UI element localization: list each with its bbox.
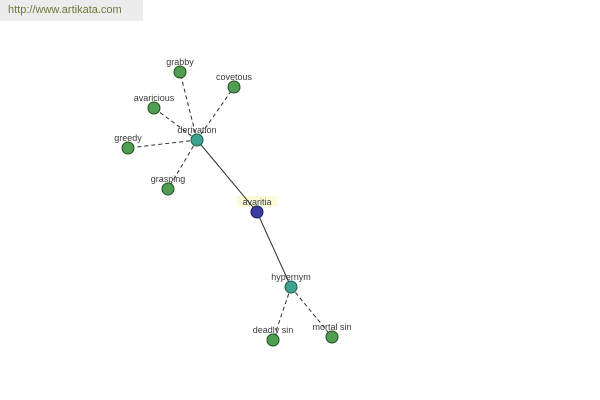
- node-label-greedy: greedy: [114, 133, 142, 143]
- graph-node-avaricious[interactable]: [147, 101, 161, 115]
- graph-edge-avaritia-hypernym: [256, 211, 292, 288]
- graph-edge-derivation-grasping: [167, 139, 198, 190]
- graph-edge-hypernym-deadly-sin: [272, 286, 292, 341]
- graph-node-avaritia[interactable]: [250, 205, 264, 219]
- node-label-hypernym: hypernym: [271, 272, 311, 282]
- node-label-avaricious: avaricious: [134, 93, 175, 103]
- node-label-deadly-sin: deadly sin: [253, 325, 294, 335]
- node-labels-layer: grabby covetous avaricious greedy derivation…: [114, 57, 351, 335]
- graph-edge-derivation-avaritia: [196, 139, 258, 213]
- graph-edge-derivation-avaricious: [153, 107, 198, 141]
- graph-node-covetous[interactable]: [227, 80, 241, 94]
- nodes-layer: [121, 65, 339, 347]
- graph-edge-derivation-covetous: [196, 86, 235, 141]
- node-label-mortal-sin: mortal sin: [312, 322, 351, 332]
- graph-node-derivation[interactable]: [190, 133, 204, 147]
- graph-edge-hypernym-mortal-sin: [290, 286, 333, 338]
- node-label-derivation: derivation: [177, 125, 216, 135]
- node-label-avaritia: avaritia: [242, 197, 271, 207]
- graph-node-hypernym[interactable]: [284, 280, 298, 294]
- graph-node-grasping[interactable]: [161, 182, 175, 196]
- graph-node-grabby[interactable]: [173, 65, 187, 79]
- graph-edge-derivation-grabby: [179, 71, 198, 141]
- edges-layer: [127, 71, 333, 341]
- node-label-covetous: covetous: [216, 72, 253, 82]
- graph-node-mortal-sin[interactable]: [325, 330, 339, 344]
- selected-label-highlight: [237, 196, 277, 207]
- graph-edge-derivation-greedy: [127, 139, 198, 149]
- node-label-grasping: grasping: [151, 174, 186, 184]
- node-label-grabby: grabby: [166, 57, 194, 67]
- graph-node-greedy[interactable]: [121, 141, 135, 155]
- graph-node-deadly-sin[interactable]: [266, 333, 280, 347]
- url-watermark-text: http://www.artikata.com: [8, 4, 122, 16]
- url-watermark[interactable]: http://www.artikata.com: [0, 0, 143, 21]
